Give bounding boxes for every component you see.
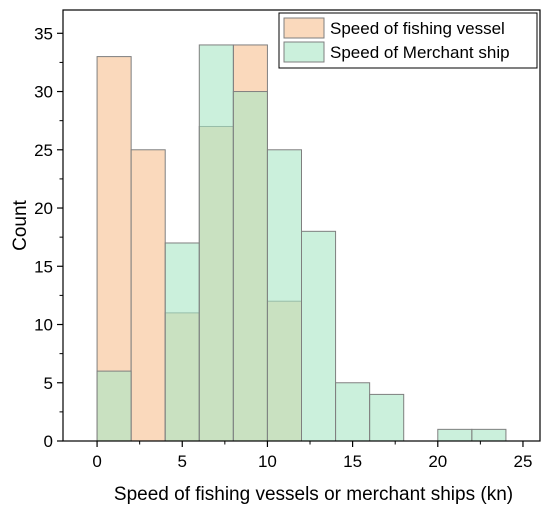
- plot-frame: [62, 9, 541, 442]
- merchant-bar-7: [369, 393, 405, 442]
- legend-swatch-1: [283, 41, 325, 63]
- x-tick-label-3: 15: [343, 452, 362, 471]
- y-axis-title: Count: [10, 199, 31, 250]
- y-tick-label-4: 20: [34, 199, 53, 218]
- x-tick-label-1: 5: [178, 452, 187, 471]
- x-tick-label-4: 20: [428, 452, 447, 471]
- x-axis-title: Speed of fishing vessels or merchant shi…: [114, 484, 513, 505]
- axes: 0 5 10 15 20 25 0 5 10 15 20 25 30 35: [34, 9, 541, 471]
- merchant-bar-8: [437, 428, 473, 442]
- y-tick-label-3: 15: [34, 257, 53, 276]
- legend-label-1: Speed of Merchant ship: [330, 43, 510, 62]
- y-tick-label-1: 5: [44, 374, 53, 393]
- legend: Speed of fishing vessel Speed of Merchant…: [278, 12, 538, 69]
- x-tick-label-5: 25: [514, 452, 533, 471]
- y-tick-label-0: 0: [44, 432, 53, 451]
- merchant-bar-9: [471, 428, 507, 442]
- y-tick-label-7: 35: [34, 24, 53, 43]
- merchant-bar-1: [164, 242, 200, 442]
- merchant-bar-0: [96, 370, 132, 442]
- merchant-bar-2: [198, 44, 234, 442]
- x-tick-label-2: 10: [258, 452, 277, 471]
- y-tick-label-5: 25: [34, 141, 53, 160]
- merchant-bar-5: [301, 230, 337, 442]
- merchant-bar-6: [335, 382, 371, 442]
- y-tick-label-2: 10: [34, 316, 53, 335]
- merchant-bar-4: [266, 149, 302, 442]
- legend-label-0: Speed of fishing vessel: [330, 19, 505, 38]
- merchant-bar-3: [232, 91, 268, 442]
- y-tick-label-6: 30: [34, 83, 53, 102]
- legend-swatch-0: [283, 17, 325, 39]
- fishing-bar-1: [130, 149, 166, 442]
- x-tick-label-0: 0: [92, 452, 101, 471]
